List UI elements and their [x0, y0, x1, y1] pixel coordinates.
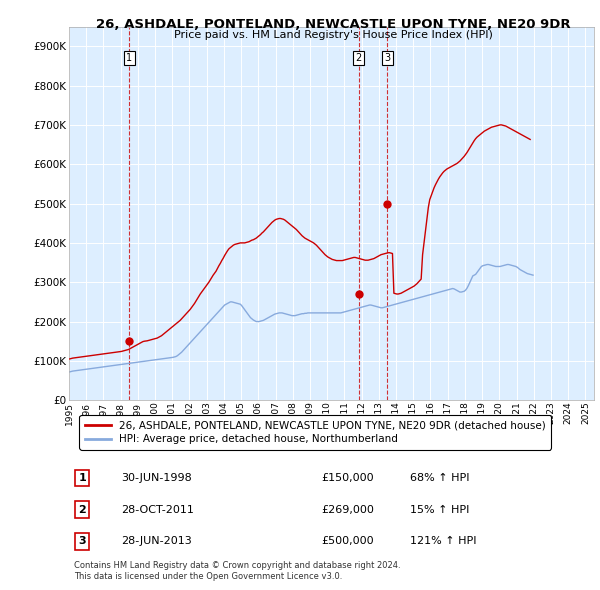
Legend: 26, ASHDALE, PONTELAND, NEWCASTLE UPON TYNE, NE20 9DR (detached house), HPI: Ave: 26, ASHDALE, PONTELAND, NEWCASTLE UPON T… — [79, 415, 551, 450]
Text: 3: 3 — [79, 536, 86, 546]
Text: 68% ↑ HPI: 68% ↑ HPI — [410, 473, 470, 483]
Text: 15% ↑ HPI: 15% ↑ HPI — [410, 504, 470, 514]
Text: Price paid vs. HM Land Registry's House Price Index (HPI): Price paid vs. HM Land Registry's House … — [173, 30, 493, 40]
Text: 26, ASHDALE, PONTELAND, NEWCASTLE UPON TYNE, NE20 9DR: 26, ASHDALE, PONTELAND, NEWCASTLE UPON T… — [95, 18, 571, 31]
Text: 2: 2 — [356, 53, 362, 63]
Text: 1: 1 — [126, 53, 133, 63]
Text: 121% ↑ HPI: 121% ↑ HPI — [410, 536, 477, 546]
Text: Contains HM Land Registry data © Crown copyright and database right 2024.
This d: Contains HM Land Registry data © Crown c… — [74, 562, 401, 581]
Text: 28-JUN-2013: 28-JUN-2013 — [121, 536, 192, 546]
Text: 28-OCT-2011: 28-OCT-2011 — [121, 504, 194, 514]
Text: 2: 2 — [78, 504, 86, 514]
Text: 1: 1 — [78, 473, 86, 483]
Text: £269,000: £269,000 — [321, 504, 374, 514]
Text: 30-JUN-1998: 30-JUN-1998 — [121, 473, 192, 483]
Text: 3: 3 — [385, 53, 391, 63]
Text: £150,000: £150,000 — [321, 473, 374, 483]
Text: £500,000: £500,000 — [321, 536, 374, 546]
